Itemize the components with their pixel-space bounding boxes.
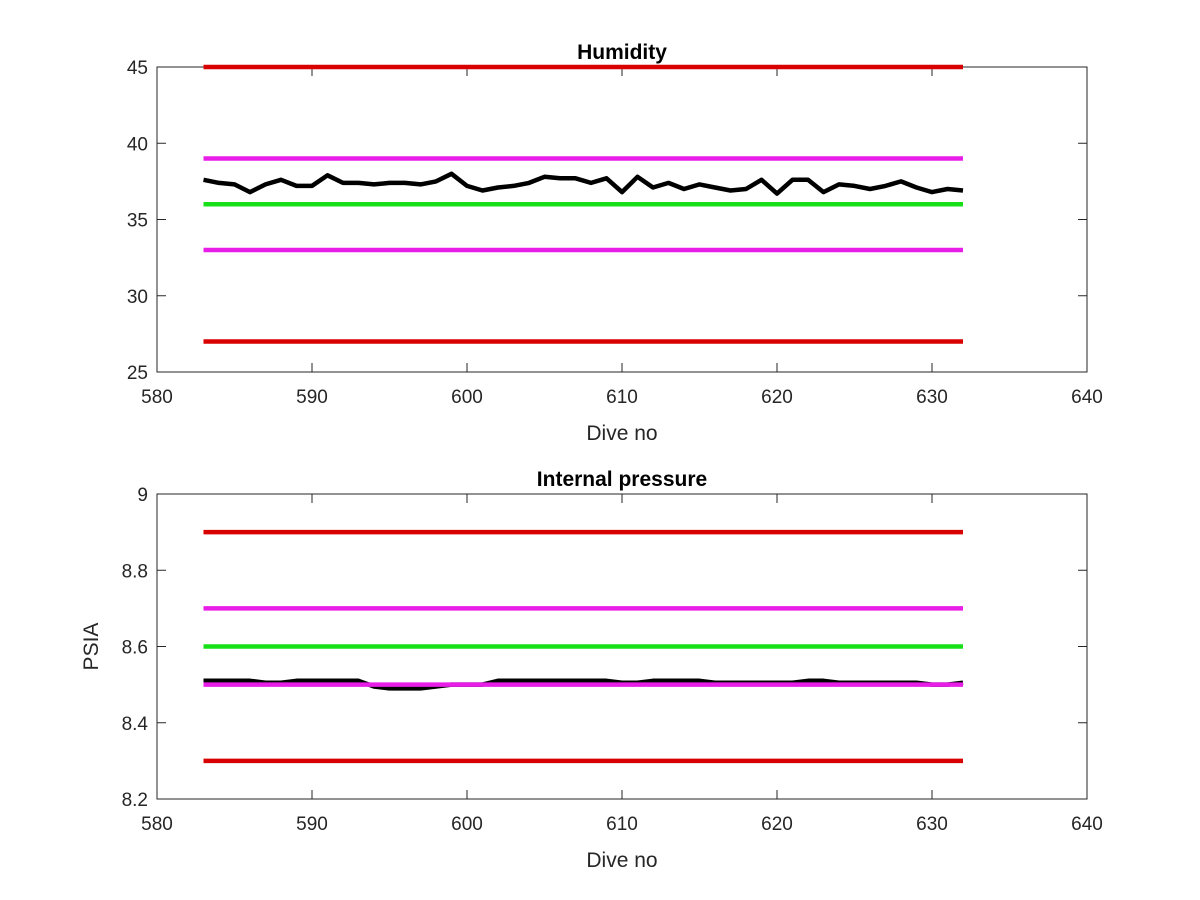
chart-title: Humidity [577, 41, 667, 64]
x-tick-label: 640 [1071, 814, 1103, 835]
data-series-line [203, 171, 964, 196]
y-tick-label: 8.2 [122, 790, 148, 811]
x-axis-label: Dive no [586, 849, 657, 872]
y-tick-label: 40 [127, 134, 148, 155]
humidity-plot: 580 590 600 610 620 630 640 25 30 35 40 45 Humidity D… [127, 41, 1103, 445]
y-tick-label: 35 [127, 211, 148, 232]
y-axis-label: PSIA [80, 623, 103, 671]
y-tick-label: 25 [127, 363, 148, 384]
x-tick-label: 630 [916, 814, 948, 835]
internal-pressure-plot: 580 590 600 610 620 630 640 8.2 8.4 8.6 8.8 9 Intern… [80, 468, 1103, 872]
y-tick-label: 8.6 [122, 638, 148, 659]
x-tick-label: 630 [916, 387, 948, 408]
y-tick-label: 45 [127, 58, 148, 79]
y-tick-label: 8.8 [122, 561, 148, 582]
x-tick-label: 600 [451, 814, 483, 835]
x-tick-label: 620 [761, 814, 793, 835]
x-axis-label: Dive no [586, 422, 657, 445]
x-tick-label: 620 [761, 387, 793, 408]
y-tick-label: 30 [127, 287, 148, 308]
y-tick-label: 8.4 [122, 714, 149, 735]
x-tick-label: 610 [606, 814, 638, 835]
x-tick-label: 640 [1071, 387, 1103, 408]
chart-title: Internal pressure [537, 468, 707, 491]
x-tick-label: 600 [451, 387, 483, 408]
x-tick-label: 590 [296, 814, 328, 835]
x-tick-label: 580 [141, 814, 173, 835]
x-tick-label: 610 [606, 387, 638, 408]
x-tick-label: 590 [296, 387, 328, 408]
y-tick-label: 9 [137, 485, 148, 506]
axes-frame [156, 66, 1088, 373]
x-tick-label: 580 [141, 387, 173, 408]
